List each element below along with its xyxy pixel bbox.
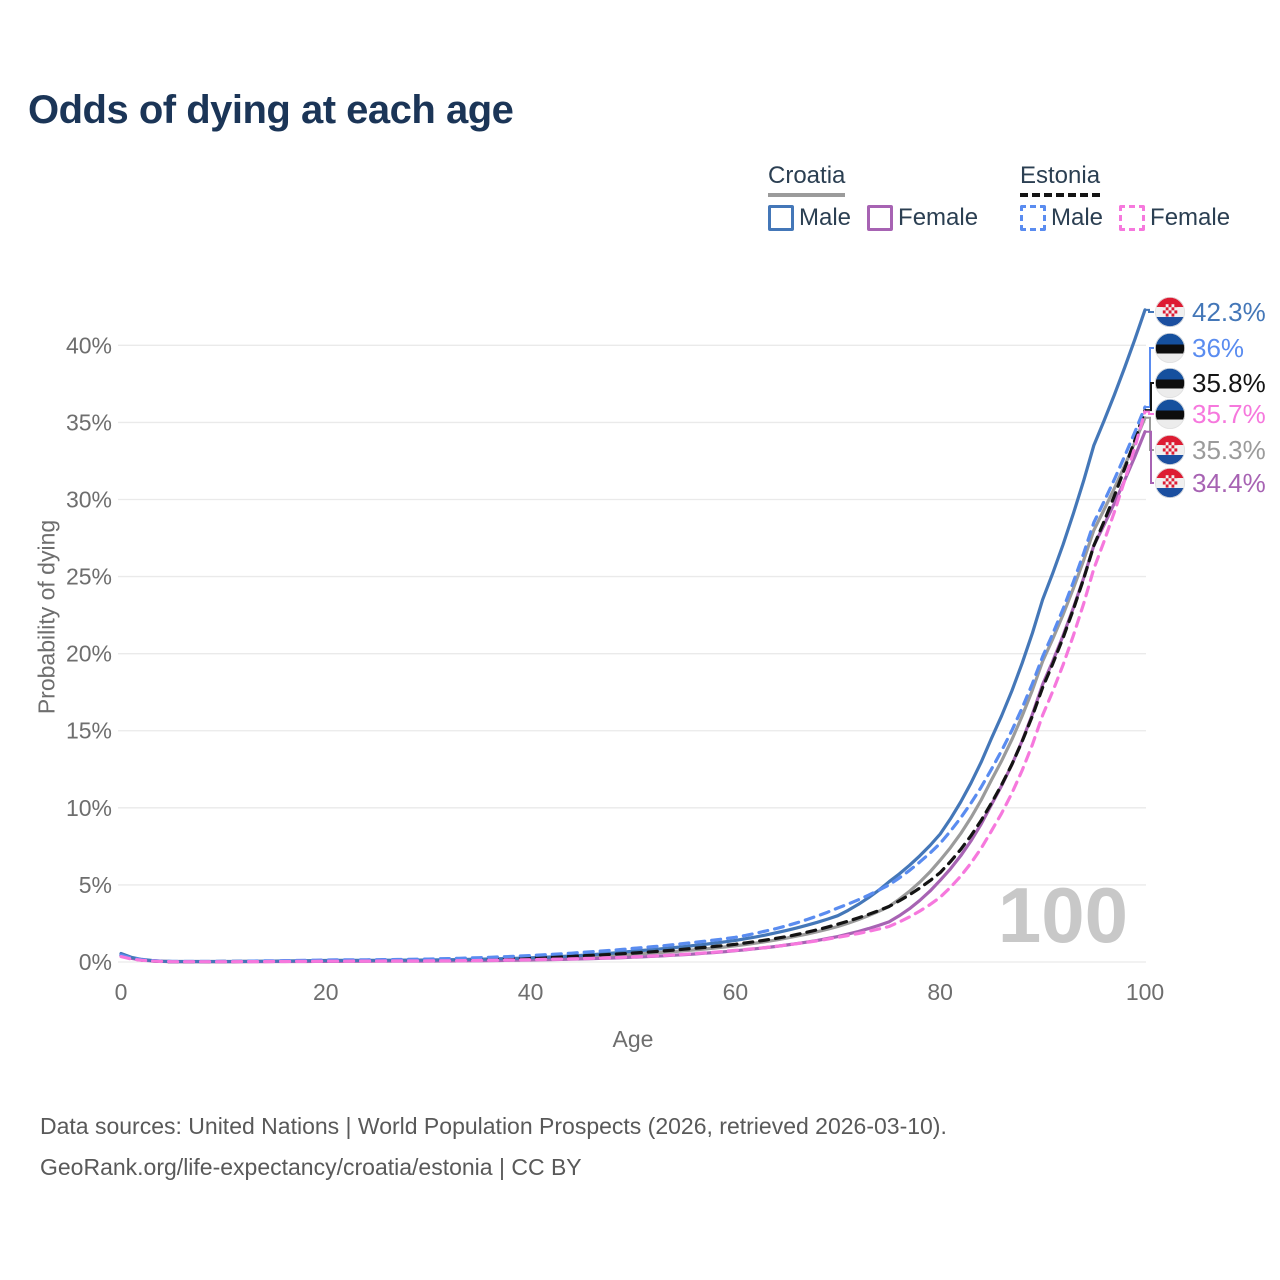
checkbox-croatia-male-icon[interactable] bbox=[768, 205, 794, 231]
y-axis-title: Probability of dying bbox=[33, 519, 60, 715]
x-tick-80: 80 bbox=[927, 979, 953, 1005]
leader-line-croatia_total bbox=[1145, 416, 1154, 451]
x-tick-20: 20 bbox=[313, 979, 339, 1005]
end-label-value-estonia_total: 35.8% bbox=[1192, 367, 1266, 398]
legend-label-croatia-female: Female bbox=[898, 204, 979, 231]
legend-item-croatia-female[interactable]: Female bbox=[867, 204, 978, 232]
leader-line-estonia_female bbox=[1145, 410, 1154, 415]
end-label-value-croatia_male: 42.3% bbox=[1192, 296, 1266, 327]
y-tick-20%: 20% bbox=[66, 641, 112, 667]
y-tick-25%: 25% bbox=[66, 564, 112, 590]
legend-row-croatia: Male Female bbox=[768, 204, 978, 232]
series-line-croatia_male[interactable] bbox=[119, 308, 1147, 964]
croatia-flag-icon bbox=[1155, 297, 1185, 327]
end-label-value-croatia_female: 34.4% bbox=[1192, 467, 1266, 498]
y-tick-15%: 15% bbox=[66, 718, 112, 744]
series-line-croatia_female[interactable] bbox=[119, 430, 1147, 964]
legend-label-estonia-male: Male bbox=[1051, 204, 1104, 231]
end-label-estonia_total: 35.8% bbox=[1155, 366, 1266, 400]
checkbox-croatia-female-icon[interactable] bbox=[867, 205, 894, 231]
croatia-flag-icon bbox=[1155, 468, 1185, 498]
legend-group-croatia: Croatia Male Female bbox=[768, 162, 978, 232]
estonia-flag-icon bbox=[1155, 368, 1185, 398]
legend-label-estonia-female: Female bbox=[1150, 204, 1231, 231]
checkbox-estonia-male-icon[interactable] bbox=[1020, 205, 1046, 231]
x-tick-60: 60 bbox=[723, 979, 749, 1005]
croatia-flag-icon bbox=[1155, 435, 1185, 465]
estonia-flag-icon bbox=[1155, 399, 1185, 429]
series-line-estonia_female[interactable] bbox=[119, 410, 1147, 964]
y-tick-5%: 5% bbox=[79, 872, 112, 898]
legend-row-estonia: Male Female bbox=[1020, 204, 1230, 232]
legend-item-estonia-female[interactable]: Female bbox=[1119, 204, 1230, 232]
leader-line-estonia_total bbox=[1145, 382, 1154, 412]
y-tick-10%: 10% bbox=[66, 795, 112, 821]
y-tick-0%: 0% bbox=[79, 949, 112, 975]
x-tick-100: 100 bbox=[1126, 979, 1164, 1005]
estonia-flag-icon bbox=[1155, 333, 1185, 363]
legend-item-croatia-male[interactable]: Male bbox=[768, 204, 851, 232]
y-tick-35%: 35% bbox=[66, 409, 112, 435]
footer: Data sources: United Nations | World Pop… bbox=[40, 1106, 947, 1188]
footer-data-sources: Data sources: United Nations | World Pop… bbox=[40, 1113, 947, 1139]
checkbox-estonia-female-icon[interactable] bbox=[1119, 205, 1146, 231]
legend-label-croatia-male: Male bbox=[799, 204, 852, 231]
end-label-value-estonia_male: 36% bbox=[1192, 332, 1245, 363]
series-line-estonia_total[interactable] bbox=[119, 408, 1147, 964]
end-label-estonia_female: 35.7% bbox=[1155, 397, 1266, 431]
footer-attribution: GeoRank.org/life-expectancy/croatia/esto… bbox=[40, 1154, 582, 1180]
y-tick-30%: 30% bbox=[66, 486, 112, 512]
y-tick-40%: 40% bbox=[66, 332, 112, 358]
x-tick-0: 0 bbox=[115, 979, 128, 1005]
end-label-estonia_male: 36% bbox=[1155, 331, 1244, 365]
x-tick-40: 40 bbox=[518, 979, 544, 1005]
end-label-value-croatia_total: 35.3% bbox=[1192, 434, 1266, 465]
leader-line-croatia_male bbox=[1145, 308, 1154, 313]
page-title: Odds of dying at each age bbox=[28, 88, 514, 132]
legend-item-estonia-male[interactable]: Male bbox=[1020, 204, 1103, 232]
end-label-croatia_total: 35.3% bbox=[1155, 433, 1266, 467]
leader-line-croatia_female bbox=[1145, 430, 1154, 484]
legend-group-estonia: Estonia Male Female bbox=[1020, 162, 1230, 232]
end-label-croatia_male: 42.3% bbox=[1155, 295, 1266, 329]
end-label-value-estonia_female: 35.7% bbox=[1192, 398, 1266, 429]
x-axis-title: Age bbox=[612, 1026, 654, 1052]
legend-heading-estonia[interactable]: Estonia bbox=[1020, 162, 1101, 197]
end-label-croatia_female: 34.4% bbox=[1155, 466, 1266, 500]
series-line-estonia_male[interactable] bbox=[119, 405, 1147, 964]
legend-heading-croatia[interactable]: Croatia bbox=[768, 162, 846, 197]
leader-line-estonia_male bbox=[1145, 347, 1154, 408]
age-watermark: 100 bbox=[997, 871, 1128, 959]
